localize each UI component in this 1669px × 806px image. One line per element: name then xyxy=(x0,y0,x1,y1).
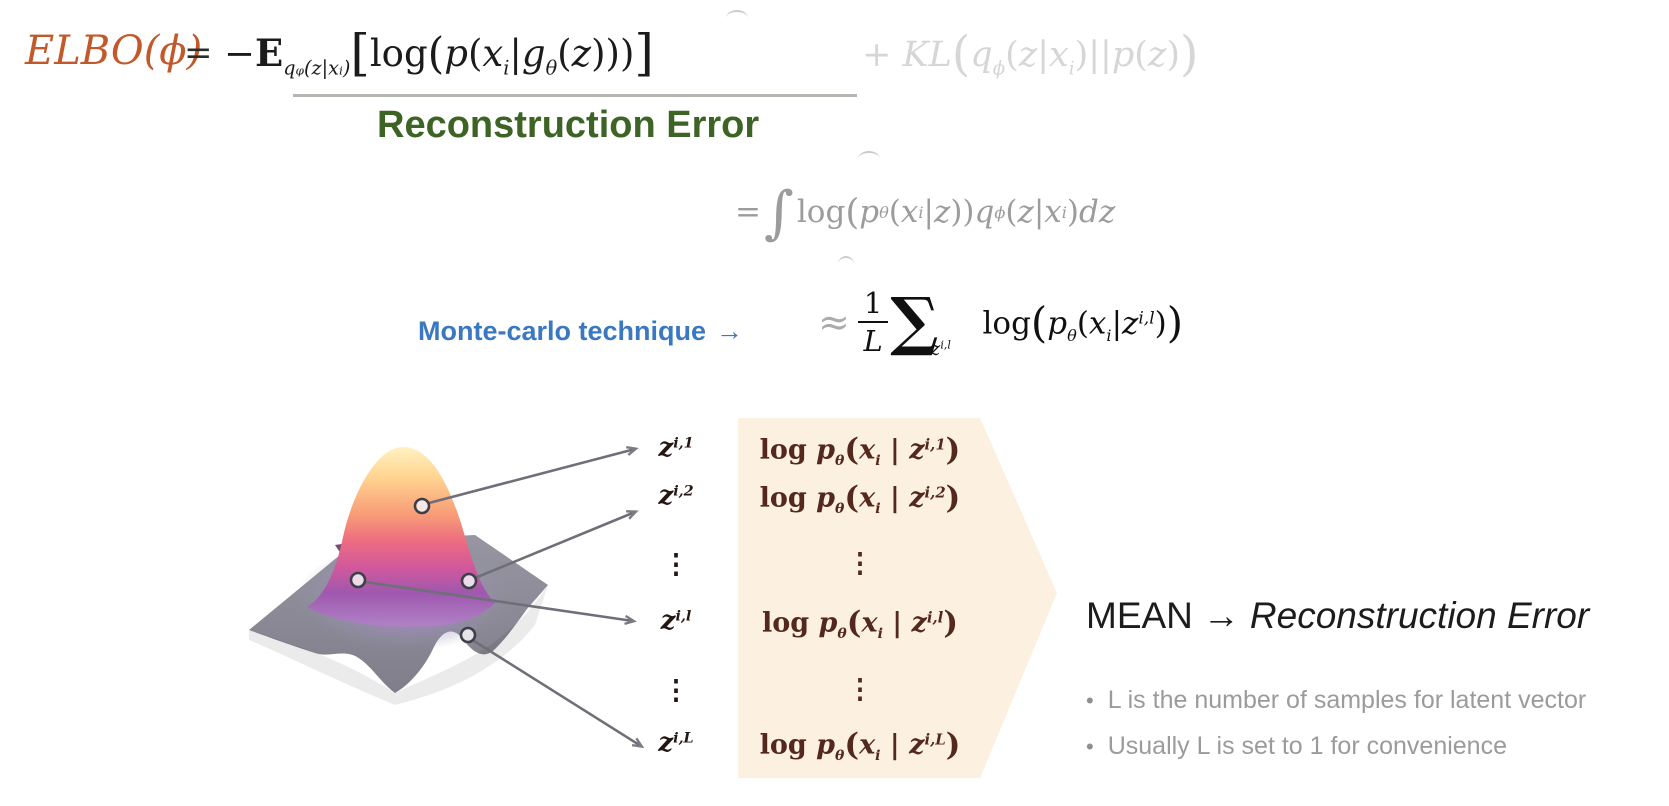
log-likelihood-panel xyxy=(738,418,1057,778)
expectation-term: −Eqᵩ(z|xᵢ)[log(p(xi|gθ(z)))] xyxy=(224,24,654,82)
sample-arrow xyxy=(364,580,637,625)
bullet-icon: • xyxy=(1086,734,1094,759)
mean-label: MEAN xyxy=(1086,595,1193,636)
fraction-denominator: L xyxy=(863,324,883,358)
approx-sign: ≈ xyxy=(818,300,850,344)
sample-arrow xyxy=(474,510,639,580)
notes-list: • L is the number of samples for latent … xyxy=(1086,686,1586,778)
approx-formula: ≈ 1 L ∑ zi,l log(pθ(xi|zi,l)) xyxy=(818,268,1183,376)
equals-sign: = xyxy=(184,33,213,73)
sample-arrow xyxy=(428,445,639,505)
note-text: Usually L is set to 1 for convenience xyxy=(1107,732,1507,760)
sample-point-marker xyxy=(460,572,478,590)
surface-plot xyxy=(249,445,645,749)
elbo-lhs: ELBO(ϕ) xyxy=(25,28,203,74)
integral-equation: = ∫ log(p θ(x i | z)) q ϕ(z | x i) dz xyxy=(735,178,1116,246)
fraction-1-over-L: 1 L xyxy=(857,286,889,358)
log-likelihood-row: log pθ(xi | zi,L) xyxy=(759,727,961,764)
z-sample-label: zi,l xyxy=(660,606,692,636)
vertical-dots: ⋮ xyxy=(846,674,874,704)
bullet-icon: • xyxy=(1086,688,1094,713)
monte-carlo-label: Monte-carlo technique → xyxy=(418,316,743,347)
summation-index: zi,l xyxy=(929,336,951,361)
z-sample-label: zi,1 xyxy=(658,433,694,463)
reconstruction-underline xyxy=(293,94,857,97)
z-sample-label: zi,L xyxy=(658,728,694,758)
sample-arrow xyxy=(473,639,645,749)
mean-italic-label: Reconstruction Error xyxy=(1249,595,1590,636)
vertical-dots: ⋮ xyxy=(662,549,690,579)
note-item: • Usually L is set to 1 for convenience xyxy=(1086,732,1586,761)
note-text: L is the number of samples for latent ve… xyxy=(1107,686,1587,714)
log-likelihood-row: log pθ(xi | zi,1) xyxy=(759,432,961,469)
monte-carlo-text: Monte-carlo technique xyxy=(418,316,707,346)
sample-point-marker xyxy=(459,626,477,644)
mean-line: MEAN → Reconstruction Error xyxy=(1086,595,1589,637)
log-likelihood-row: log pθ(xi | zi,2) xyxy=(759,480,961,517)
vertical-dots: ⋮ xyxy=(662,675,690,705)
z-sample-label: zi,2 xyxy=(658,481,694,511)
smudge-mark xyxy=(726,10,748,18)
sample-point-marker xyxy=(413,497,431,515)
sample-point-marker xyxy=(349,571,367,589)
kl-divergence-term: + KL(qϕ(z|xi)||p(z)) xyxy=(862,27,1199,82)
smudge-mark xyxy=(858,151,880,159)
mean-arrow-icon: → xyxy=(1202,595,1240,636)
plane-front-shade xyxy=(249,585,548,705)
reconstruction-error-label: Reconstruction Error xyxy=(377,104,760,146)
sum-body-term: log(pθ(xi|zi,l)) xyxy=(982,297,1184,347)
sigma-glyph: ∑ xyxy=(890,284,939,359)
note-item: • L is the number of samples for latent … xyxy=(1086,686,1586,715)
vertical-dots: ⋮ xyxy=(846,548,874,578)
smudge-mark xyxy=(838,256,854,264)
monte-carlo-arrow-icon: → xyxy=(716,316,744,346)
summation: ∑ zi,l xyxy=(890,290,951,361)
fraction-numerator: 1 xyxy=(857,286,889,323)
log-likelihood-row: log pθ(xi | zi,l) xyxy=(761,605,959,642)
